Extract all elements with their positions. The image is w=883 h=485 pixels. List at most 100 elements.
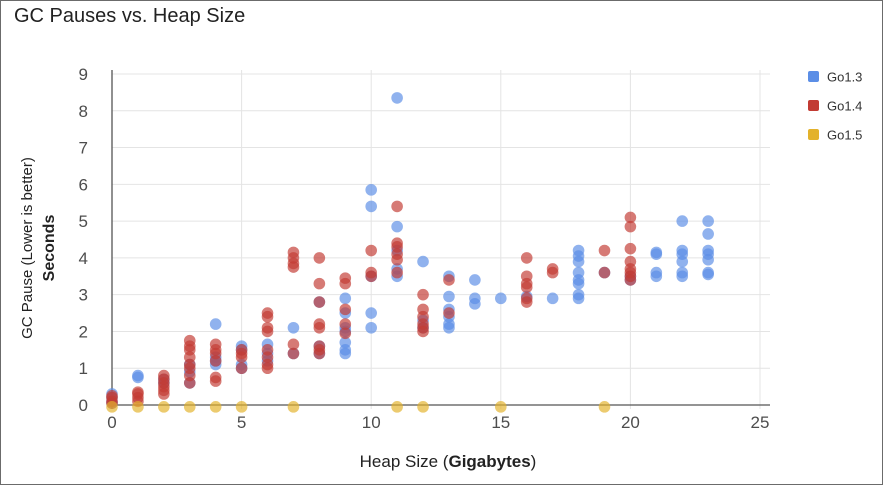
point-go13 xyxy=(572,244,585,257)
point-go14 xyxy=(598,244,611,257)
point-go13 xyxy=(495,292,507,305)
point-go14 xyxy=(624,255,637,268)
point-go15 xyxy=(391,401,403,413)
point-go13 xyxy=(365,200,378,213)
point-go15 xyxy=(209,401,222,413)
point-go14 xyxy=(520,270,533,283)
point-go13 xyxy=(572,288,585,301)
point-go14 xyxy=(546,263,559,275)
y-tick-label: 2 xyxy=(79,322,88,341)
point-go14 xyxy=(235,344,248,356)
point-go13 xyxy=(469,274,481,286)
point-go14 xyxy=(520,252,533,264)
point-go15 xyxy=(495,401,507,413)
point-go14 xyxy=(261,344,274,356)
y-tick-label: 4 xyxy=(79,249,88,268)
y-tick-label: 8 xyxy=(79,102,88,121)
point-go15 xyxy=(183,401,196,413)
point-go14 xyxy=(365,244,378,257)
x-tick-label: 25 xyxy=(751,413,770,432)
x-tick-label: 0 xyxy=(107,413,116,432)
point-go15 xyxy=(106,401,118,413)
point-go14 xyxy=(417,288,429,301)
point-go13 xyxy=(546,292,559,305)
point-go13 xyxy=(339,336,352,349)
point-go15 xyxy=(598,401,611,413)
point-go13 xyxy=(417,255,429,268)
y-tick-label: 9 xyxy=(79,65,88,84)
point-go13 xyxy=(676,266,689,279)
point-go13 xyxy=(365,307,378,319)
legend-swatch-go15 xyxy=(808,129,819,140)
point-go14 xyxy=(158,369,170,382)
point-go15 xyxy=(287,401,300,413)
point-go13 xyxy=(702,244,714,257)
legend-label-go15: Go1.5 xyxy=(827,128,862,143)
point-go13 xyxy=(702,215,714,227)
legend-swatch-go13 xyxy=(808,71,819,82)
x-axis-unit: Gigabytes xyxy=(448,452,531,471)
x-axis-label: Heap Size (Gigabytes) xyxy=(0,452,883,472)
point-go14 xyxy=(443,274,455,286)
point-go15 xyxy=(417,401,429,413)
legend-swatch-go14 xyxy=(808,100,819,111)
point-go13 xyxy=(365,184,378,196)
point-go14 xyxy=(339,318,352,330)
point-go14 xyxy=(624,242,637,255)
x-axis-title-suffix: ) xyxy=(530,452,537,471)
point-go14 xyxy=(520,292,533,305)
x-tick-label: 5 xyxy=(237,413,246,432)
point-go14 xyxy=(313,252,326,264)
y-tick-label: 7 xyxy=(79,139,88,158)
chart-title: GC Pauses vs. Heap Size xyxy=(14,5,246,27)
point-go14 xyxy=(287,338,300,351)
point-go14 xyxy=(443,307,455,319)
point-go14 xyxy=(339,327,352,340)
point-go13 xyxy=(702,228,714,240)
y-tick-label: 1 xyxy=(79,359,88,378)
point-go14 xyxy=(183,334,196,347)
point-go14 xyxy=(598,266,611,279)
point-go13 xyxy=(702,266,714,279)
y-tick-label: 0 xyxy=(79,396,88,415)
point-go14 xyxy=(313,296,326,308)
point-go14 xyxy=(209,338,222,351)
point-go15 xyxy=(235,401,248,413)
y-tick-label: 5 xyxy=(79,212,88,231)
point-go14 xyxy=(132,386,144,398)
point-go14 xyxy=(391,237,403,249)
point-go13 xyxy=(391,92,403,104)
point-go13 xyxy=(650,266,663,279)
point-go15 xyxy=(132,401,144,413)
point-go14 xyxy=(624,220,637,233)
legend-label-go14: Go1.4 xyxy=(827,99,862,114)
point-go13 xyxy=(676,244,689,257)
point-go14 xyxy=(624,211,637,224)
point-go13 xyxy=(391,220,403,233)
point-go13 xyxy=(339,292,352,305)
y-axis-unit: Seconds xyxy=(41,214,58,282)
point-go14 xyxy=(417,303,429,316)
legend-label-go13: Go1.3 xyxy=(827,70,862,85)
point-go13 xyxy=(209,318,222,330)
y-tick-label: 6 xyxy=(79,175,88,194)
x-tick-label: 15 xyxy=(491,413,510,432)
point-go14 xyxy=(287,347,300,360)
y-tick-label: 3 xyxy=(79,286,88,305)
point-go13 xyxy=(132,369,144,382)
point-go14 xyxy=(261,321,274,334)
point-go14 xyxy=(261,307,274,319)
point-go14 xyxy=(365,266,378,279)
point-go14 xyxy=(391,200,403,213)
x-axis-title: Heap Size ( xyxy=(359,452,449,471)
point-go14 xyxy=(313,340,326,352)
point-go14 xyxy=(235,362,248,375)
x-tick-label: 10 xyxy=(362,413,381,432)
point-go14 xyxy=(313,277,326,290)
point-go14 xyxy=(339,272,352,284)
point-go13 xyxy=(469,292,481,305)
point-go14 xyxy=(313,318,326,330)
point-go13 xyxy=(650,246,663,259)
